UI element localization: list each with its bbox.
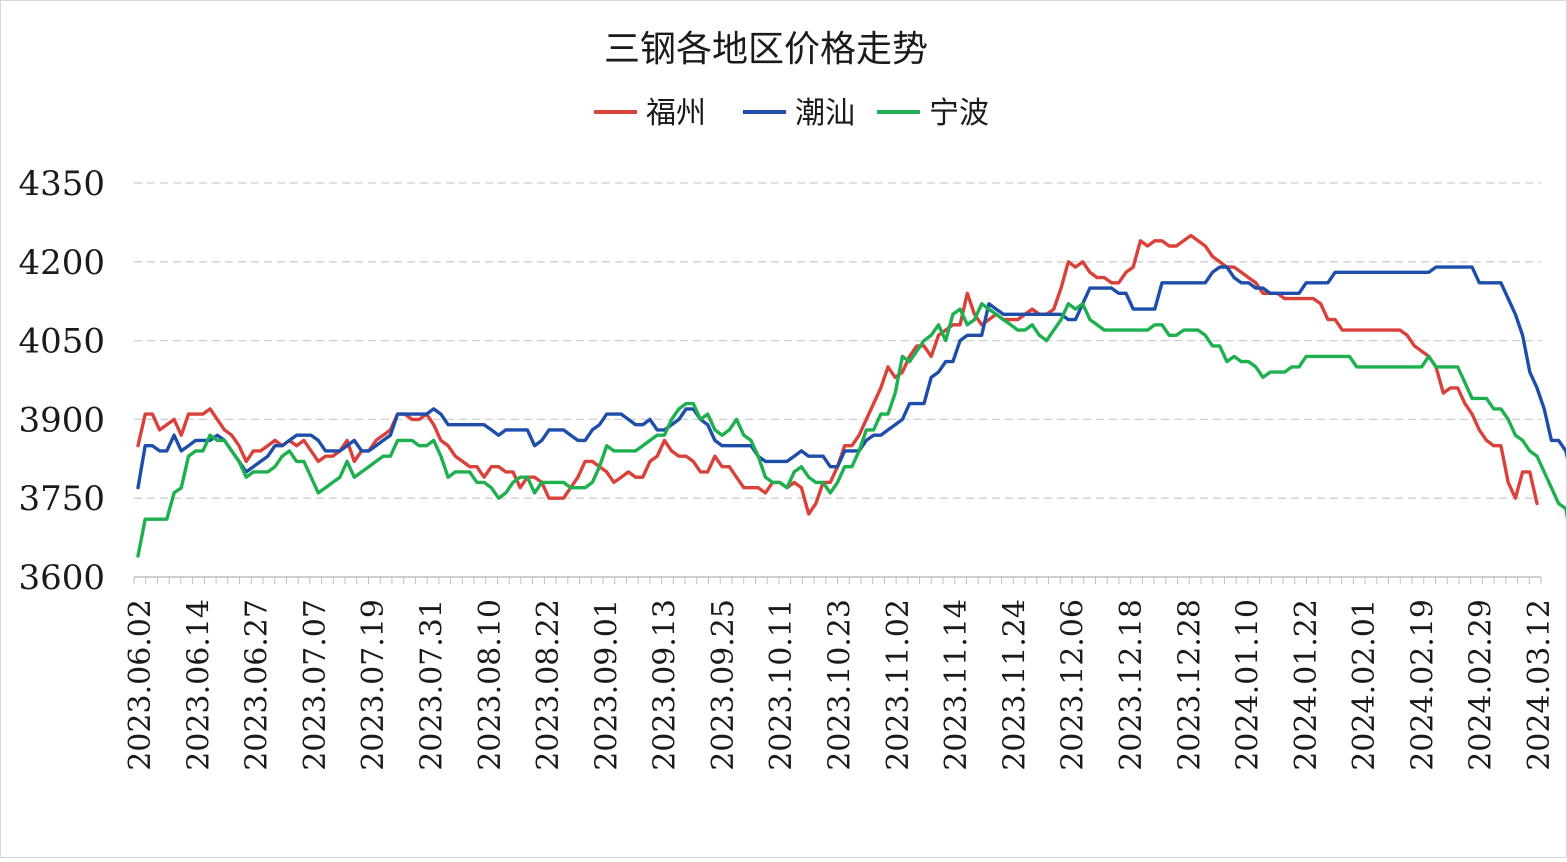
y-tick-label: 4350 [18,164,105,204]
x-tick-label: 2023.11.14 [939,599,974,771]
y-tick-label: 4050 [18,322,105,362]
x-tick-label: 2024.02.29 [1464,599,1499,771]
x-tick-label: 2024.02.19 [1405,599,1440,771]
series-line-1 [136,265,1567,490]
y-tick-label: 3900 [18,400,105,440]
x-tick-label: 2024.01.10 [1231,599,1266,771]
chart-title: 三钢各地区价格走势 [604,29,928,70]
x-tick-label: 2023.12.18 [1114,599,1149,771]
legend-label: 宁波 [929,96,989,131]
x-tick-label: 2024.02.01 [1347,599,1382,771]
x-tick-label: 2024.03.12 [1522,599,1557,771]
x-tick-label: 2023.07.19 [356,599,391,771]
x-tick-label: 2023.09.13 [648,599,683,771]
x-tick-label: 2023.09.01 [589,599,624,771]
series-line-0 [136,233,1539,516]
x-tick-label: 2023.09.25 [706,599,741,771]
x-axis: 2023.06.02 2023.06.14 2023.06.27 2023.07.07… [123,576,1557,771]
y-tick-label: 3600 [18,558,105,598]
x-tick-label: 2023.12.06 [1056,599,1091,771]
y-axis-ticks: 3600 3750 3900 4050 4200 4350 [18,164,105,598]
y-tick-label: 3750 [18,479,105,519]
gridlines [134,182,1541,499]
x-tick-label: 2023.10.11 [764,599,799,771]
x-tick-label: 2023.06.14 [181,599,216,771]
legend-label: 潮汕 [795,96,855,131]
y-tick-label: 4200 [18,243,105,283]
x-tick-label: 2023.06.02 [123,599,158,771]
x-tick-label: 2023.08.22 [531,599,566,771]
x-tick-label: 2023.07.07 [298,599,333,771]
legend-label: 福州 [646,96,706,131]
legend: 福州 潮汕 宁波 [594,96,989,131]
series-lines [136,233,1567,558]
x-tick-label: 2023.11.02 [881,599,916,771]
x-tick-label: 2023.08.10 [473,599,508,771]
x-tick-label: 2023.07.31 [414,599,449,771]
x-tick-label: 2024.01.22 [1289,599,1324,771]
x-tick-label: 2023.10.23 [823,599,858,771]
x-tick-label: 2023.11.24 [997,599,1032,771]
series-line-2 [136,302,1567,558]
x-tick-label: 2023.12.28 [1172,599,1207,771]
x-tick-label: 2023.06.27 [240,599,275,771]
